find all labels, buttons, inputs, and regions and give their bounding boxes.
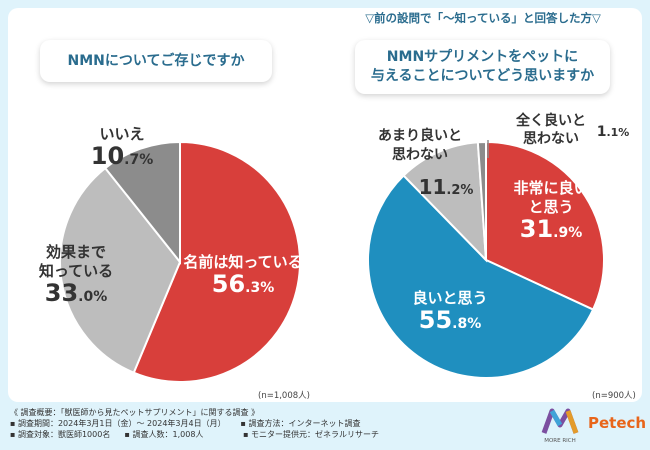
pie2-value-1: 55.8% (419, 306, 482, 334)
pie1-label-0-text: 名前は知っている (183, 253, 302, 271)
sample-note-left: (n=1,008人) (258, 391, 310, 401)
question-1-box: NMNについてご存じですか (40, 40, 272, 82)
pie1-label-1-text: 知っている (39, 262, 113, 280)
footer-period: ▪ 調査期間：2024年3月1日（金）〜 2024年3月4日（月） (10, 419, 226, 428)
pie2-label-3-text: 全く良いと (515, 112, 586, 129)
pie1-value-0: 56.3% (212, 270, 275, 298)
question-1-text: NMNについてご存じですか (67, 52, 245, 69)
pie2-label-3-text: 思わない (523, 131, 579, 147)
pie2-label-0-text: と思う (528, 198, 573, 216)
footer-title: 《 調査概要：「獣医師から見たペットサプリメント」に関する調査 》 (10, 408, 260, 417)
question-2-box: NMNサプリメントをペットに 与えることについてどう思いますか (355, 40, 610, 94)
pie2-slice-0 (485, 140, 605, 311)
pie1-slice-1 (59, 166, 182, 375)
pie2-slice-1 (367, 174, 595, 379)
pie1-value-1: 33.0% (45, 279, 108, 307)
survey-footer: 《 調査概要：「獣医師から見たペットサプリメント」に関する調査 》 ▪ 調査期間… (10, 407, 530, 440)
footer-provider: ▪ モニター提供元：ゼネラルリサーチ (243, 430, 380, 439)
pie1-value-2: 10.7% (91, 142, 154, 170)
pie2-slice-2 (402, 141, 488, 263)
logo-text: MORE RICH (544, 438, 576, 444)
pie2-label-0-text: 非常に良い (513, 179, 588, 197)
footer-method: ▪ 調査方法：インターネット調査 (240, 419, 361, 428)
pie2-value-0: 31.9% (520, 215, 583, 243)
pie2-value-2: 11.2% (419, 175, 474, 199)
pie1-slice-0 (132, 140, 301, 383)
pie2-value-3: 1.1% (597, 124, 630, 140)
more-rich-logo: MORE RICH (538, 405, 582, 445)
pie1-label-2-text: いいえ (99, 125, 144, 143)
pie2-label-2-text: あまり良いと (378, 127, 462, 144)
condition-note: ▽前の設問で「〜知っている」と回答した方▽ (365, 11, 601, 25)
footer-row-2: ▪ 調査対象：獣医師1000名 ▪ 調査人数：1,008人 ▪ モニター提供元：… (10, 429, 530, 440)
pie2-label-1-text: 良いと思う (412, 289, 487, 307)
footer-target: ▪ 調査対象：獣医師1000名 (10, 430, 111, 439)
question-2-line1: NMNサプリメントをペットに (386, 49, 579, 65)
pie2-slice-3 (476, 140, 487, 261)
footer-count: ▪ 調査人数：1,008人 (124, 430, 204, 439)
petech-brand: Petech (588, 414, 647, 432)
pie1-slice-2 (103, 140, 181, 265)
pie2-label-2-text: 思わない (392, 147, 448, 163)
question-2-line2: 与えることについてどう思いますか (370, 68, 595, 84)
sample-note-right: (n=900人) (592, 391, 636, 401)
footer-row-1: ▪ 調査期間：2024年3月1日（金）〜 2024年3月4日（月） ▪ 調査方法… (10, 418, 530, 429)
pie1-label-1-text: 効果まで (46, 243, 106, 261)
